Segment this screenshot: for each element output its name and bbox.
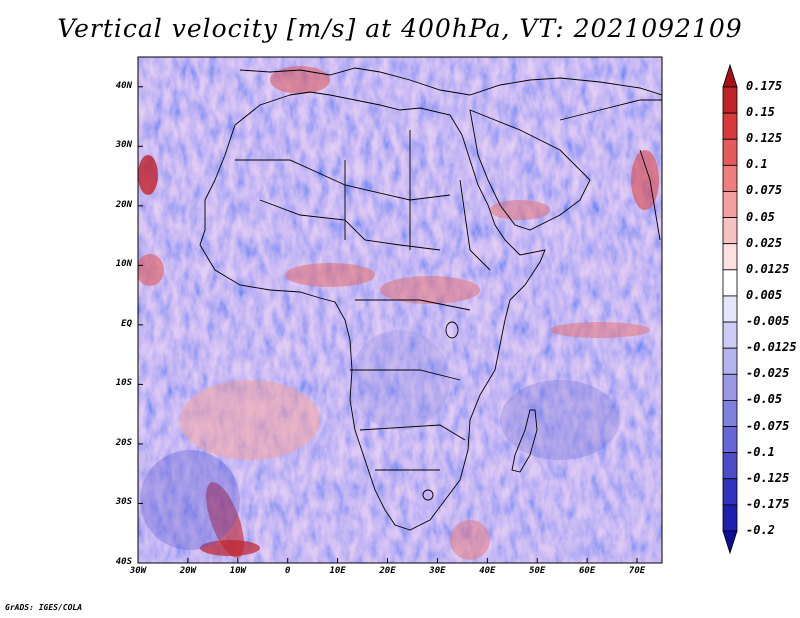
grads-credit: GrADS: IGES/COLA: [5, 603, 83, 612]
colorbar-label: 0.05: [746, 209, 775, 224]
colorbar-label: -0.025: [746, 366, 790, 381]
colorbar-segment: [722, 217, 738, 245]
colorbar-label: -0.175: [746, 496, 790, 511]
lon-tick-label: 30E: [429, 566, 446, 576]
colorbar-label: -0.125: [746, 470, 790, 485]
lat-tick-label: 10S: [115, 378, 132, 389]
colorbar-label: 0.1: [746, 157, 768, 172]
colorbar-label: 0.075: [746, 183, 783, 198]
colorbar-label: -0.075: [746, 418, 790, 433]
colorbar-segment: [722, 112, 738, 140]
colorbar-segment: [722, 452, 738, 480]
colorbar-segment: [722, 347, 738, 375]
colorbar-segment: [722, 321, 738, 349]
colorbar-segment: [722, 478, 738, 506]
chart-title: Vertical velocity [m/s] at 400hPa, VT: 2…: [57, 14, 743, 43]
colorbar-segment: [722, 400, 738, 427]
colorbar: [722, 63, 738, 555]
colorbar-label: 0.025: [746, 235, 783, 250]
colorbar-segment: [722, 243, 738, 271]
colorbar-label: -0.0125: [746, 340, 797, 355]
lon-tick-label: 20W: [179, 566, 197, 576]
colorbar-segment: [722, 504, 738, 532]
colorbar-label: 0.175: [746, 79, 783, 93]
colorbar-segment: [722, 191, 738, 218]
lon-tick-label: 50E: [529, 566, 546, 576]
coastlines: [199, 67, 662, 531]
colorbar-segment: [722, 269, 738, 297]
lon-tick-label: 30W: [129, 566, 147, 576]
colorbar-segment: [722, 63, 738, 88]
colorbar-label: -0.2: [746, 523, 775, 537]
colorbar-segment: [722, 164, 738, 192]
lat-ticks: [138, 86, 143, 564]
colorbar-segment: [722, 86, 738, 114]
lat-tick-label: 10N: [115, 259, 132, 270]
lon-ticks: [137, 558, 638, 563]
lat-tick-label: 40N: [115, 80, 132, 91]
colorbar-label: 0.0125: [746, 261, 790, 276]
lat-tick-label: 30S: [115, 497, 132, 508]
lon-tick-label: 10E: [329, 566, 346, 576]
colorbar-segment: [722, 295, 738, 323]
lat-tick-label: 20S: [115, 437, 132, 448]
lat-tick-label: 30N: [115, 140, 132, 151]
lon-tick-label: 60E: [579, 566, 596, 576]
lon-tick-label: 70E: [628, 566, 646, 576]
velocity-field: [138, 57, 662, 563]
colorbar-segment: [722, 426, 738, 454]
lon-tick-label: 0: [284, 566, 291, 576]
lat-tick-label: 20N: [115, 199, 132, 210]
colorbar-label: 0.125: [746, 131, 783, 146]
colorbar-segment: [722, 373, 738, 401]
colorbar-label: 0.15: [746, 105, 775, 120]
lat-tick-label: 40S: [115, 557, 132, 567]
colorbar-label: -0.005: [746, 314, 790, 329]
colorbar-label: -0.1: [746, 444, 775, 459]
colorbar-label: 0.005: [746, 287, 783, 302]
colorbar-label: -0.05: [746, 392, 783, 407]
lon-tick-label: 20E: [379, 566, 396, 576]
lat-tick-label: EQ: [121, 318, 132, 329]
map-frame: [137, 56, 663, 564]
lon-tick-label: 10W: [229, 566, 246, 576]
colorbar-segment: [722, 138, 738, 166]
colorbar-segment: [722, 530, 738, 555]
lon-tick-label: 40E: [479, 566, 496, 576]
